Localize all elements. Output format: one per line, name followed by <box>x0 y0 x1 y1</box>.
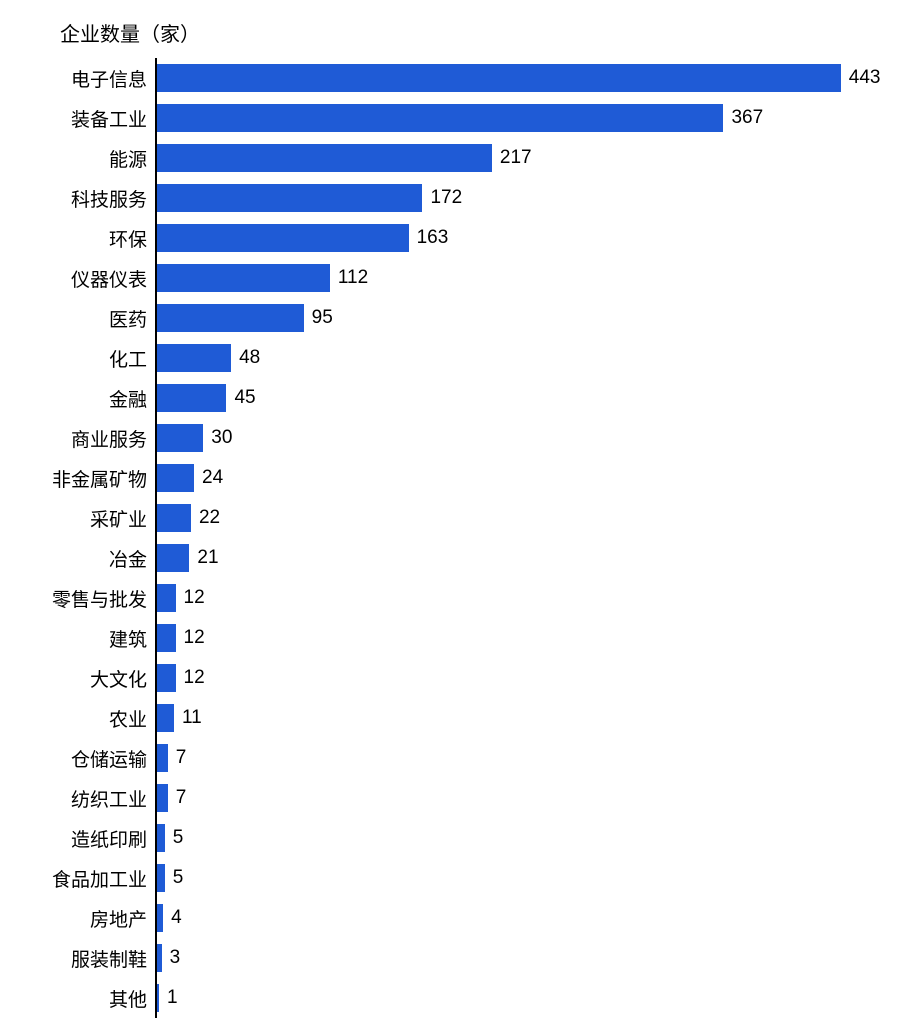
bar-row: 金融45 <box>155 378 875 418</box>
bar: 45 <box>157 384 226 412</box>
bar: 112 <box>157 264 330 292</box>
bar-value: 4 <box>163 907 182 929</box>
bar: 30 <box>157 424 203 452</box>
category-label: 农业 <box>109 705 155 732</box>
bar-row: 大文化12 <box>155 658 875 698</box>
bar: 443 <box>157 64 841 92</box>
category-label: 金融 <box>109 385 155 412</box>
bar-row: 化工48 <box>155 338 875 378</box>
bar-row: 商业服务30 <box>155 418 875 458</box>
bar-value: 11 <box>174 707 202 729</box>
bar-value: 443 <box>841 67 881 89</box>
category-label: 化工 <box>109 345 155 372</box>
category-label: 仪器仪表 <box>71 265 155 292</box>
bar: 5 <box>157 824 165 852</box>
category-label: 房地产 <box>90 905 155 932</box>
bar-value: 1 <box>159 987 178 1009</box>
category-label: 环保 <box>109 225 155 252</box>
bar-value: 367 <box>723 107 763 129</box>
bar: 163 <box>157 224 409 252</box>
bar-row: 装备工业367 <box>155 98 875 138</box>
bar-row: 纺织工业7 <box>155 778 875 818</box>
bar-row: 仪器仪表112 <box>155 258 875 298</box>
bar-row: 造纸印刷5 <box>155 818 875 858</box>
bar-value: 45 <box>226 387 255 409</box>
bar-row: 冶金21 <box>155 538 875 578</box>
bar-value: 7 <box>168 747 187 769</box>
bar-value: 24 <box>194 467 223 489</box>
category-label: 商业服务 <box>71 425 155 452</box>
bar-value: 22 <box>191 507 220 529</box>
bar-value: 217 <box>492 147 532 169</box>
category-label: 建筑 <box>109 625 155 652</box>
bar-value: 48 <box>231 347 260 369</box>
bar: 22 <box>157 504 191 532</box>
bar-row: 医药95 <box>155 298 875 338</box>
category-label: 大文化 <box>90 665 155 692</box>
bar-row: 能源217 <box>155 138 875 178</box>
bar: 7 <box>157 744 168 772</box>
category-label: 非金属矿物 <box>52 465 155 492</box>
bar: 172 <box>157 184 422 212</box>
bar: 12 <box>157 584 176 612</box>
category-label: 纺织工业 <box>71 785 155 812</box>
bar-row: 科技服务172 <box>155 178 875 218</box>
category-label: 冶金 <box>109 545 155 572</box>
bar-value: 3 <box>162 947 181 969</box>
bar-value: 163 <box>409 227 449 249</box>
bar-value: 12 <box>176 587 205 609</box>
bar-row: 食品加工业5 <box>155 858 875 898</box>
bar-value: 12 <box>176 667 205 689</box>
bar: 12 <box>157 624 176 652</box>
bar-row: 环保163 <box>155 218 875 258</box>
bar-value: 5 <box>165 867 184 889</box>
category-label: 零售与批发 <box>52 585 155 612</box>
chart-title: 企业数量（家） <box>60 18 200 47</box>
bar-row: 房地产4 <box>155 898 875 938</box>
category-label: 服装制鞋 <box>71 945 155 972</box>
category-label: 食品加工业 <box>52 865 155 892</box>
bar: 12 <box>157 664 176 692</box>
bar: 7 <box>157 784 168 812</box>
bar-row: 建筑12 <box>155 618 875 658</box>
bar-value: 30 <box>203 427 232 449</box>
category-label: 电子信息 <box>71 65 155 92</box>
plot-area: 电子信息443装备工业367能源217科技服务172环保163仪器仪表112医药… <box>155 58 875 1018</box>
bar-value: 112 <box>330 267 368 289</box>
bar: 95 <box>157 304 304 332</box>
bar: 1 <box>157 984 159 1012</box>
bar-row: 农业11 <box>155 698 875 738</box>
bar-value: 7 <box>168 787 187 809</box>
bar-value: 5 <box>165 827 184 849</box>
category-label: 能源 <box>109 145 155 172</box>
category-label: 装备工业 <box>71 105 155 132</box>
bar: 24 <box>157 464 194 492</box>
bar-row: 非金属矿物24 <box>155 458 875 498</box>
category-label: 其他 <box>109 985 155 1012</box>
bar: 3 <box>157 944 162 972</box>
bar: 4 <box>157 904 163 932</box>
bar-row: 电子信息443 <box>155 58 875 98</box>
bar: 48 <box>157 344 231 372</box>
category-label: 造纸印刷 <box>71 825 155 852</box>
bar-row: 服装制鞋3 <box>155 938 875 978</box>
bar-value: 172 <box>422 187 462 209</box>
category-label: 仓储运输 <box>71 745 155 772</box>
bar-value: 95 <box>304 307 333 329</box>
bar-row: 其他1 <box>155 978 875 1018</box>
bar-row: 零售与批发12 <box>155 578 875 618</box>
bar: 11 <box>157 704 174 732</box>
bar-value: 12 <box>176 627 205 649</box>
bar: 5 <box>157 864 165 892</box>
bar: 21 <box>157 544 189 572</box>
bar-row: 采矿业22 <box>155 498 875 538</box>
bar-value: 21 <box>189 547 218 569</box>
category-label: 医药 <box>109 305 155 332</box>
bar-row: 仓储运输7 <box>155 738 875 778</box>
category-label: 科技服务 <box>71 185 155 212</box>
chart-container: 企业数量（家） 电子信息443装备工业367能源217科技服务172环保163仪… <box>0 0 907 1036</box>
category-label: 采矿业 <box>90 505 155 532</box>
bar: 217 <box>157 144 492 172</box>
bar: 367 <box>157 104 723 132</box>
